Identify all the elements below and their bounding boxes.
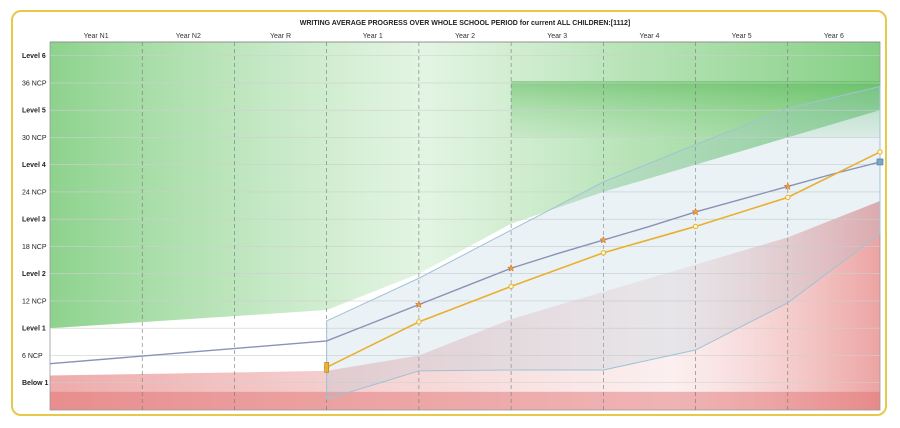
- y-tick-label: 6 NCP: [22, 353, 43, 360]
- x-axis-labels: Year N1 Year N2 Year R Year 1 Year 2 Year 3 Ye…: [84, 33, 844, 40]
- y-axis-labels: Level 6 36 NCP Level 5 30 NCP Level 4 24 NCP L…: [22, 53, 49, 387]
- range-band: [326, 85, 881, 400]
- star-marker: [414, 300, 423, 309]
- x-tick-label: Year N1: [84, 33, 109, 40]
- star-marker: [691, 207, 700, 216]
- y-tick-label: Level 6: [22, 53, 46, 60]
- data-point: [785, 194, 791, 201]
- red-zone-bottom: [50, 391, 880, 410]
- data-point: [416, 319, 422, 325]
- y-tick-label: Level 4: [22, 162, 46, 169]
- y-tick-label: 30 NCP: [22, 135, 47, 142]
- data-point: [508, 283, 514, 290]
- performance-zones: [50, 42, 880, 410]
- start-marker: [324, 361, 329, 373]
- x-tick-label: Year 3: [547, 33, 567, 40]
- range-bands: [326, 85, 881, 400]
- y-tick-label: 24 NCP: [22, 189, 47, 196]
- y-tick-label: 18 NCP: [22, 244, 47, 251]
- data-point: [600, 250, 607, 256]
- end-marker: [876, 158, 884, 166]
- red-zone: [50, 201, 880, 410]
- x-tick-label: Year 6: [824, 33, 844, 40]
- x-tick-label: Year 1: [363, 33, 383, 40]
- y-tick-label: Level 3: [22, 217, 46, 224]
- star-marker: [599, 235, 608, 244]
- data-point: [692, 223, 699, 230]
- star-marker: [507, 263, 516, 272]
- series-lines: [49, 149, 885, 373]
- x-tick-label: Year 4: [639, 33, 659, 40]
- y-tick-label: Level 5: [22, 108, 46, 115]
- y-tick-label: Level 1: [22, 326, 46, 333]
- x-tick-label: Year R: [270, 33, 291, 40]
- x-tick-label: Year 5: [732, 33, 752, 40]
- chart-title: WRITING AVERAGE PROGRESS OVER WHOLE SCHO…: [300, 20, 630, 27]
- x-tick-label: Year 2: [455, 33, 475, 40]
- y-tick-label: 12 NCP: [22, 298, 47, 305]
- y-tick-label: Below 1: [22, 380, 49, 387]
- y-tick-label: Level 2: [22, 271, 46, 278]
- star-marker: [783, 182, 792, 190]
- data-point: [877, 149, 883, 155]
- series-line: [49, 161, 881, 365]
- x-tick-label: Year N2: [176, 33, 201, 40]
- y-tick-label: 36 NCP: [22, 80, 47, 87]
